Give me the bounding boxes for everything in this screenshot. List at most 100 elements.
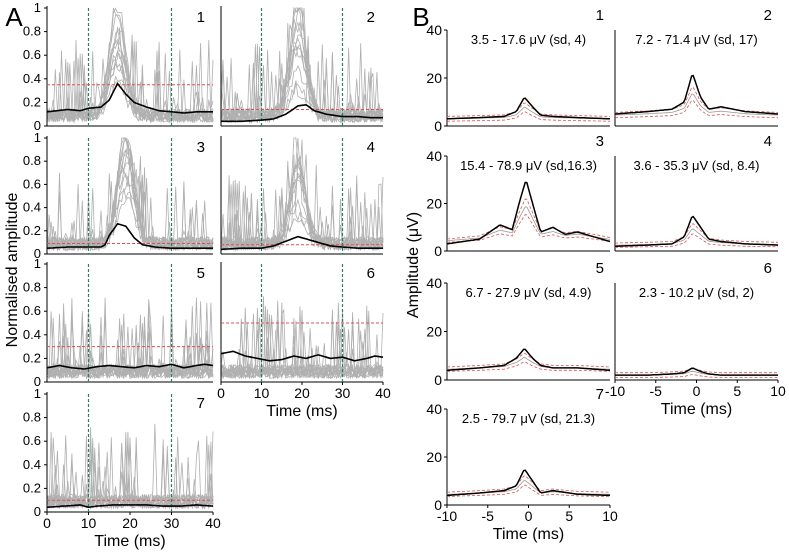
panel-label-b: B	[412, 2, 429, 32]
y-tick-label: 0.2	[23, 94, 41, 109]
subplot-number: 7	[197, 395, 205, 412]
reference-line	[614, 228, 778, 246]
range-annotation: 2.5 - 79.7 μV (sd, 21.3)	[462, 411, 595, 426]
subplot-number: 2	[367, 9, 375, 26]
panel-a-subplot-5	[44, 262, 214, 383]
reference-line	[446, 475, 611, 493]
x-tick-label: -5	[650, 383, 663, 399]
reference-line	[615, 223, 779, 244]
x-tick-label: 5	[733, 383, 741, 399]
y-tick-label: 40	[426, 148, 442, 164]
y-tick-label: 40	[426, 401, 442, 417]
panel-a-subplot-1	[44, 6, 214, 127]
x-tick-label: 5	[565, 508, 573, 524]
y-axis-label-a: Normalised amplitude	[4, 193, 21, 348]
mean-line	[220, 235, 383, 251]
subplot-number: 6	[764, 260, 772, 277]
reference-line	[615, 87, 778, 113]
amplitude-line	[446, 469, 611, 497]
trace-line	[220, 216, 384, 251]
trace-line	[220, 310, 384, 379]
y-tick-label: 0.4	[23, 71, 41, 86]
y-tick-label: 0.8	[23, 24, 41, 39]
subplot-number: 6	[367, 265, 375, 282]
y-tick-label: 0.6	[23, 47, 41, 62]
y-tick-label: 1	[34, 386, 41, 401]
trace-line	[220, 50, 384, 124]
y-tick-label: 0.8	[23, 280, 41, 295]
x-tick-label: 0	[693, 383, 701, 399]
reference-line	[614, 93, 779, 116]
trace-line	[46, 14, 214, 123]
reference-line	[446, 198, 611, 240]
y-tick-label: 0	[34, 504, 41, 519]
y-tick-label: 40	[426, 22, 442, 38]
trace-line	[220, 23, 384, 124]
x-tick-label: 40	[375, 385, 391, 401]
panel-b-subplot-2	[614, 30, 779, 127]
x-tick-label: 10	[254, 385, 270, 401]
panel-a-subplot-7	[44, 392, 214, 515]
subplot-number: 1	[197, 9, 205, 26]
x-tick-label: 10	[602, 508, 618, 524]
y-tick-label: 20	[426, 70, 442, 86]
x-tick-label: 0	[43, 515, 51, 531]
trace-line	[46, 137, 214, 252]
y-tick-label: 0	[434, 243, 442, 259]
x-axis-label: Time (ms)	[266, 403, 337, 420]
reference-line	[446, 214, 611, 243]
panel-b-subplot-6	[614, 283, 779, 383]
subplot-number: 1	[596, 7, 604, 24]
x-tick-label: -10	[437, 508, 457, 524]
y-tick-label: 40	[426, 275, 442, 291]
reference-line	[615, 233, 778, 248]
x-tick-label: 20	[294, 385, 310, 401]
y-tick-label: 0	[434, 118, 442, 134]
reference-line	[446, 206, 611, 242]
reference-line	[447, 102, 610, 117]
range-annotation: 3.5 - 17.6 μV (sd, 4)	[471, 32, 586, 47]
panel-b-subplot-5	[444, 282, 611, 381]
subplot-number: 3	[596, 133, 604, 150]
panel-a-subplot-4	[220, 136, 384, 255]
y-tick-label: 20	[426, 324, 442, 340]
x-tick-label: 40	[205, 515, 221, 531]
subplot-number: 5	[596, 260, 604, 277]
y-tick-label: 0	[34, 118, 41, 133]
panel-a-subplot-2	[220, 6, 384, 127]
panel-b-subplot-7	[444, 408, 611, 508]
reference-line	[447, 111, 610, 122]
amplitude-line	[446, 97, 611, 120]
x-tick-label: 10	[770, 383, 786, 399]
y-tick-label: 20	[426, 196, 442, 212]
subplot-number: 4	[764, 133, 772, 150]
subplot-number: 3	[197, 139, 205, 156]
x-tick-label: 0	[217, 385, 225, 401]
x-axis-label: Time (ms)	[661, 401, 732, 418]
x-axis-label: Time (ms)	[493, 526, 564, 543]
panel-b-subplot-3	[444, 155, 611, 252]
y-tick-label: 0	[434, 497, 442, 513]
y-tick-label: 0.4	[23, 200, 41, 215]
panel-a-subplot-3	[44, 136, 214, 255]
mean-line	[46, 81, 213, 114]
y-tick-label: 0	[34, 374, 41, 389]
y-tick-label: 1	[34, 256, 41, 271]
y-tick-label: 0	[34, 246, 41, 261]
reference-line	[446, 357, 611, 370]
x-tick-label: 10	[81, 515, 97, 531]
reference-line	[446, 361, 611, 372]
trace-line	[46, 303, 214, 380]
x-tick-label: 30	[335, 385, 351, 401]
x-tick-label: 30	[164, 515, 180, 531]
reference-line	[446, 484, 610, 497]
panel-a-subplot-6	[220, 262, 384, 385]
trace-line	[220, 21, 384, 123]
mean-line	[220, 350, 384, 362]
subplot-number: 5	[197, 265, 205, 282]
x-tick-label: -10	[605, 383, 625, 399]
reference-line	[615, 374, 778, 378]
y-tick-label: 0.6	[23, 176, 41, 191]
y-tick-label: 1	[34, 0, 41, 15]
